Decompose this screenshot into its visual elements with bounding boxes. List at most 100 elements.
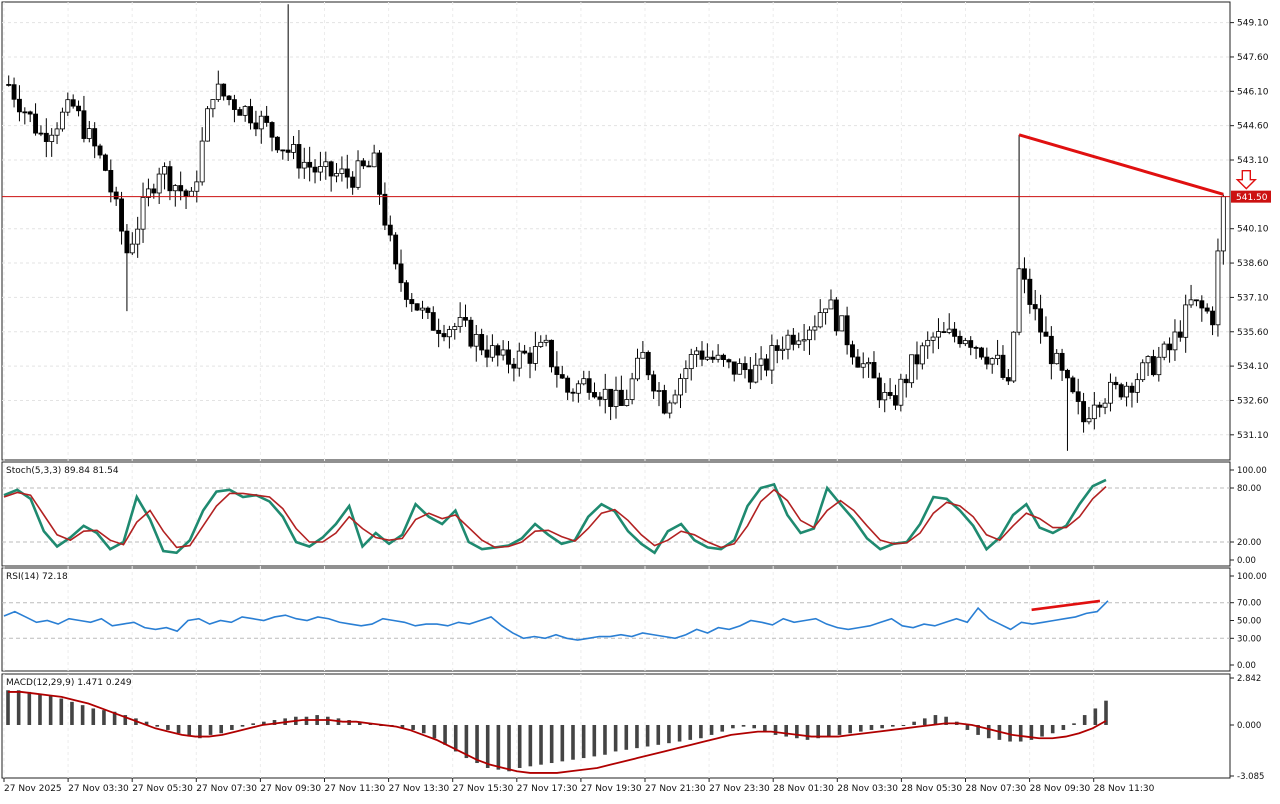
candle-body: [312, 166, 318, 173]
macd-histogram-bar: [859, 724, 863, 732]
macd-histogram-bar: [219, 724, 224, 734]
candle-body: [1156, 356, 1162, 376]
candle-body: [479, 334, 485, 351]
candle-body: [645, 351, 651, 376]
candle-body: [210, 99, 216, 110]
candle-body: [162, 166, 167, 175]
macd-histogram-bar: [603, 724, 607, 755]
candle-body: [102, 154, 108, 171]
macd-histogram-bar: [6, 690, 10, 725]
candle-body: [565, 377, 571, 393]
candle-body: [457, 317, 463, 328]
candle-body: [592, 392, 597, 398]
macd-histogram-bar: [677, 724, 682, 742]
stochastic-panel[interactable]: Stoch(5,3,3) 89.84 81.54: [3, 466, 1107, 555]
candle-body: [1215, 250, 1221, 326]
macd-histogram-bar: [432, 724, 437, 739]
candle-body: [1054, 352, 1060, 365]
candle-body: [667, 402, 673, 414]
candle-body: [1065, 369, 1070, 379]
candle-body: [495, 345, 501, 356]
macd-tick-label: 0.000: [1237, 721, 1261, 731]
macd-panel[interactable]: MACD(12,29,9) 1.471 0.249: [6, 678, 1108, 774]
candle-body: [1177, 331, 1183, 338]
candle-body: [463, 317, 468, 321]
candle-body: [1032, 304, 1038, 310]
macd-histogram-bar: [795, 724, 799, 739]
stoch-tick-label: 0.00: [1237, 556, 1256, 566]
candle-body: [194, 181, 200, 192]
macd-histogram-bar: [720, 724, 725, 732]
macd-histogram-bar: [965, 724, 970, 730]
macd-histogram-bar: [699, 724, 703, 739]
candle-body: [1102, 402, 1108, 408]
price-tick-label: 535.60: [1237, 328, 1269, 338]
candle-body: [522, 350, 528, 354]
candle-body: [575, 383, 581, 394]
macd-histogram-bar: [1050, 724, 1055, 734]
rsi-tick-label: 100.00: [1237, 572, 1267, 582]
axis-labels: 549.10 547.60 546.10 544.60 543.10 540.10 538.…: [3, 19, 1271, 794]
candle-body: [559, 374, 565, 379]
candle-body: [586, 378, 592, 393]
candle-body: [602, 388, 608, 400]
candle-body: [54, 128, 60, 136]
candle-body: [1118, 384, 1124, 398]
candle-body: [253, 122, 259, 130]
candle-body: [323, 161, 329, 167]
stoch-d-line: [3, 486, 1107, 549]
price-tick-label: 544.60: [1237, 122, 1269, 132]
candle-body: [629, 378, 635, 400]
candle-body: [715, 354, 721, 360]
current-price-label: 541.50: [1236, 193, 1268, 203]
candle-body: [903, 378, 909, 384]
candle-body: [850, 344, 855, 358]
candle-body: [446, 329, 452, 338]
price-tick-label: 549.10: [1237, 19, 1269, 29]
candle-body: [1011, 331, 1017, 382]
current-price-tag: [1231, 190, 1271, 203]
macd-histogram-bar: [837, 724, 842, 735]
candle-body: [59, 111, 65, 130]
macd-histogram-bar: [635, 724, 639, 749]
candle-body: [1091, 404, 1097, 420]
time-label: 28 Nov 03:30: [837, 784, 898, 794]
candle-body: [1183, 304, 1189, 338]
candle-body: [710, 356, 716, 360]
candle-body: [280, 149, 286, 152]
rsi-line: [3, 600, 1109, 641]
candle-body: [1129, 385, 1135, 393]
price-panel[interactable]: [2, 4, 1257, 451]
candle-body: [769, 345, 775, 371]
candle-body: [145, 188, 151, 198]
macd-histogram-bar: [80, 705, 85, 725]
macd-histogram-bar: [1061, 724, 1066, 730]
macd-histogram-bar: [1082, 715, 1087, 725]
macd-histogram-bar: [251, 723, 255, 725]
candle-body: [995, 354, 1001, 359]
candle-body: [484, 349, 490, 358]
candle-body: [27, 111, 33, 115]
macd-histogram-bar: [187, 724, 192, 737]
candle-body: [742, 363, 748, 371]
macd-histogram-bar: [70, 701, 74, 725]
macd-histogram-bar: [528, 724, 533, 767]
candle-body: [898, 378, 904, 406]
time-label: 27 Nov 21:30: [645, 784, 706, 794]
rsi-panel[interactable]: RSI(14) 72.18: [3, 572, 1109, 641]
macd-tick-label: 2.842: [1237, 674, 1261, 684]
time-label: 27 Nov 17:30: [517, 784, 578, 794]
price-trendline: [1018, 133, 1224, 196]
candle-body: [264, 115, 270, 123]
candle-body: [747, 369, 753, 383]
candle-body: [1134, 379, 1140, 393]
price-tick-label: 538.60: [1237, 259, 1269, 269]
macd-histogram-bar: [645, 724, 650, 747]
macd-histogram-bar: [944, 716, 948, 725]
candle-body: [81, 110, 87, 139]
candle-body: [237, 109, 243, 116]
candle-body: [124, 230, 130, 254]
macd-histogram-bar: [262, 721, 266, 725]
macd-histogram-bar: [1104, 700, 1108, 725]
